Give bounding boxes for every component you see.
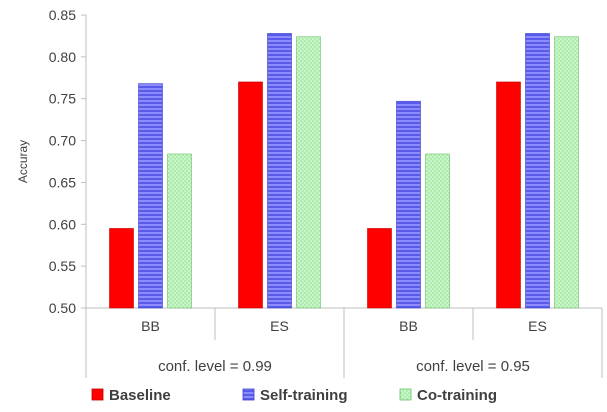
- y-tick-label: 0.50: [49, 300, 76, 316]
- bar-baseline: [496, 81, 521, 309]
- bar-baseline: [367, 228, 392, 309]
- legend-swatch-baseline: [91, 388, 104, 401]
- y-tick-label: 0.65: [49, 174, 76, 190]
- legend-swatch-co-training: [399, 388, 412, 401]
- bar-self-training: [525, 33, 550, 309]
- y-tick-label: 0.60: [49, 216, 76, 232]
- bar-co-training: [554, 36, 579, 309]
- y-tick-label: 0.80: [49, 49, 76, 65]
- bar-self-training: [138, 83, 163, 309]
- bar-baseline: [109, 228, 134, 309]
- y-tick-label: 0.70: [49, 133, 76, 149]
- legend-label: Baseline: [109, 387, 171, 404]
- x-category-label: ES: [270, 318, 289, 334]
- legend-label: Co-training: [417, 387, 497, 404]
- bar-baseline: [238, 81, 263, 309]
- group-label: conf. level = 0.99: [158, 358, 272, 375]
- y-axis-label: Accuray: [16, 140, 30, 183]
- y-tick-label: 0.55: [49, 258, 76, 274]
- legend-swatch-self-training: [242, 388, 255, 401]
- y-tick-label: 0.75: [49, 91, 76, 107]
- x-category-label: ES: [528, 318, 547, 334]
- group-label: conf. level = 0.95: [416, 358, 530, 375]
- bar-self-training: [396, 100, 421, 309]
- bar-co-training: [425, 153, 450, 309]
- bar-self-training: [267, 33, 292, 309]
- legend-label: Self-training: [260, 387, 348, 404]
- x-category-label: BB: [399, 318, 418, 334]
- bar-co-training: [296, 36, 321, 309]
- x-category-label: BB: [141, 318, 160, 334]
- y-tick-label: 0.85: [49, 7, 76, 23]
- bar-co-training: [167, 153, 192, 309]
